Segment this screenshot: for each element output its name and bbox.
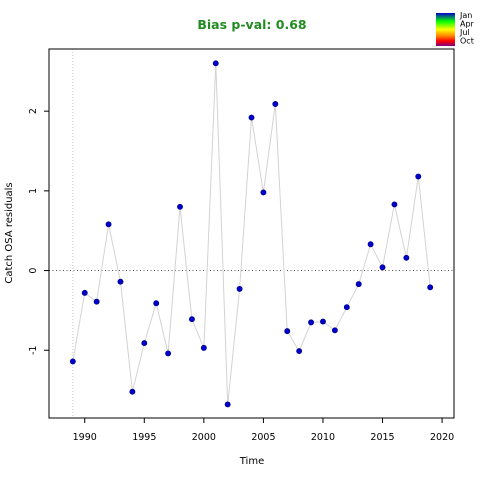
data-point [69, 358, 76, 365]
data-point [272, 101, 279, 107]
data-point [129, 388, 136, 395]
plot-frame [48, 48, 455, 419]
data-point [224, 401, 231, 408]
y-tick-label: 1 [28, 188, 39, 194]
data-point [153, 300, 160, 307]
data-point [367, 241, 374, 248]
data-point [355, 281, 362, 288]
x-axis-label: Time [239, 456, 264, 467]
legend-label-apr: Apr [460, 20, 475, 29]
x-tick-label: 2020 [430, 432, 454, 443]
y-axis-label: Catch OSA residuals [4, 182, 15, 283]
y-tick-label: 0 [28, 268, 39, 274]
data-point [308, 319, 315, 326]
data-point [212, 60, 219, 67]
data-point [331, 327, 338, 334]
data-point [200, 344, 207, 351]
data-point [177, 203, 183, 210]
data-point [403, 254, 410, 261]
data-point [248, 114, 255, 121]
x-tick-label: 2010 [311, 432, 335, 443]
x-tick-label: 2005 [251, 432, 275, 443]
data-point [188, 316, 195, 323]
data-point [379, 264, 386, 271]
data-point [415, 173, 422, 180]
x-tick-label: 1995 [132, 432, 156, 443]
residual-points [69, 60, 434, 408]
data-point [391, 201, 398, 208]
x-tick-label: 2000 [192, 432, 216, 443]
data-point [260, 189, 267, 196]
data-point [320, 318, 326, 325]
legend-label-oct: Oct [460, 37, 474, 46]
x-tick-label: 2015 [370, 432, 394, 443]
x-axis: 1990 1995 2000 2005 2010 2015 2020 [73, 417, 454, 443]
x-tick-label: 1990 [73, 432, 97, 443]
data-point [343, 304, 350, 311]
legend-label-jul: Jul [459, 28, 470, 37]
data-point [117, 278, 124, 285]
residual-connector-line [72, 63, 431, 405]
legend-label-jan: Jan [459, 11, 472, 20]
y-tick-label: -1 [28, 346, 39, 355]
data-point [81, 289, 88, 296]
data-point [93, 298, 100, 305]
y-tick-label: 2 [28, 108, 39, 114]
season-color-bar [436, 13, 455, 46]
chart-title: Bias p-val: 0.68 [197, 17, 306, 32]
data-point [236, 285, 243, 292]
data-point [296, 348, 303, 355]
data-point [141, 340, 148, 347]
data-point [165, 350, 172, 357]
data-point [427, 284, 434, 291]
y-axis: -1 0 1 2 [28, 108, 50, 355]
data-point [105, 221, 112, 228]
data-point [284, 328, 291, 335]
